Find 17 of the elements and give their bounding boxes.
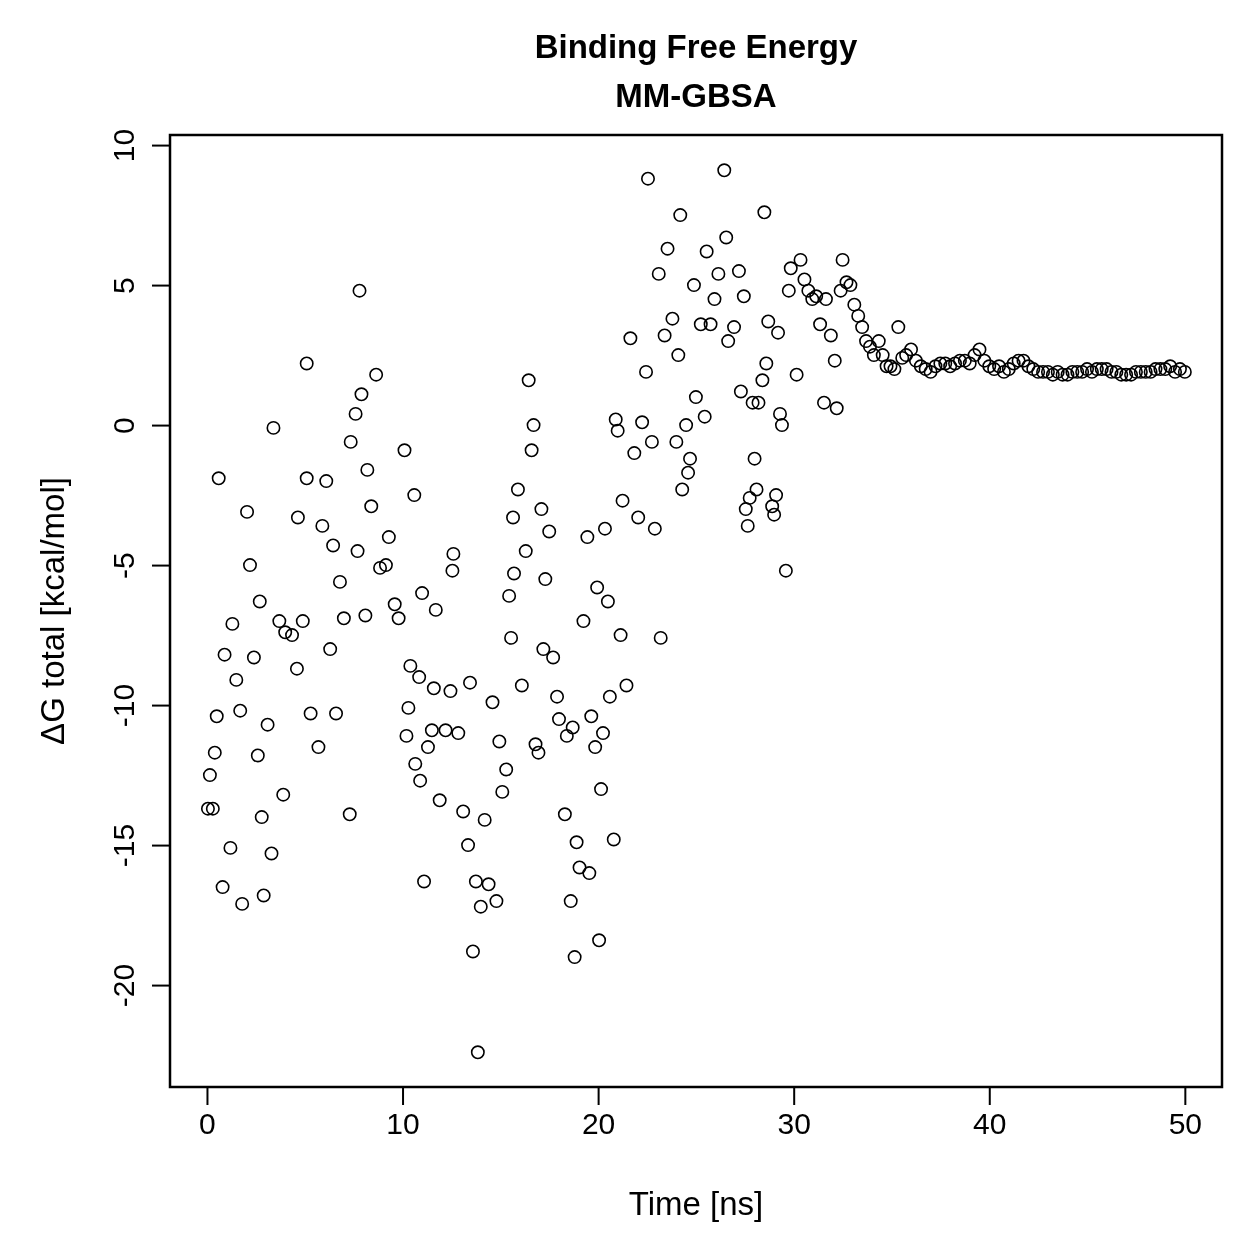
x-axis-title: Time [ns]: [628, 1185, 764, 1222]
x-tick-label: 30: [777, 1107, 811, 1141]
y-tick-label: -15: [107, 823, 140, 868]
y-tick-label: -10: [107, 683, 140, 728]
y-tick-label: -20: [107, 963, 140, 1008]
chart-title: Binding Free Energy: [534, 28, 858, 65]
x-tick-label: 50: [1168, 1107, 1203, 1141]
y-tick-label: -5: [107, 552, 140, 579]
x-tick-label: 20: [581, 1107, 616, 1141]
x-tick-label: 0: [199, 1107, 216, 1141]
y-tick-label: 5: [107, 277, 140, 294]
chart-subtitle: MM-GBSA: [615, 77, 777, 114]
y-tick-label: 0: [107, 417, 140, 434]
y-tick-label: 10: [107, 128, 140, 163]
x-tick-label: 40: [973, 1107, 1007, 1141]
x-tick-label: 10: [386, 1107, 420, 1141]
y-axis-title: ΔG total [kcal/mol]: [34, 477, 71, 745]
